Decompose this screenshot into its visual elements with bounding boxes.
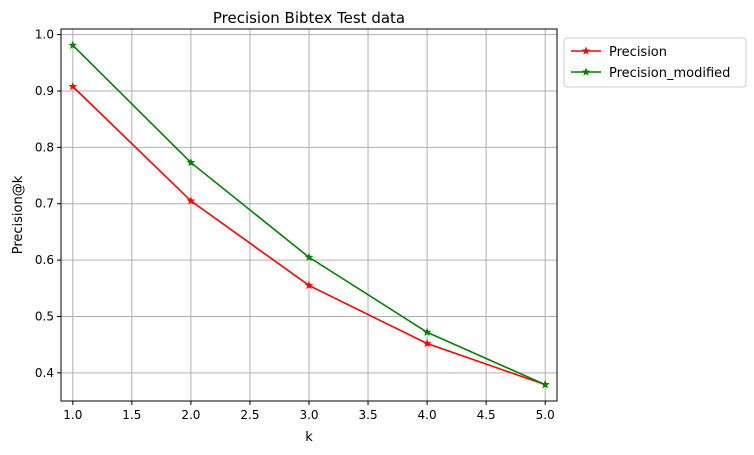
legend: Precision Precision_modified — [563, 37, 747, 88]
x-tick-label: 2.5 — [240, 408, 259, 422]
y-tick-label: 0.6 — [35, 253, 54, 267]
data-point — [540, 380, 550, 389]
y-axis: 0.4 0.5 0.6 0.7 0.8 0.9 1.0 — [35, 28, 61, 380]
x-tick-label: 1.5 — [122, 408, 141, 422]
data-point — [186, 157, 196, 167]
x-tick-label: 3.5 — [359, 408, 378, 422]
data-point — [186, 196, 196, 205]
data-point — [68, 40, 78, 50]
x-tick-label: 4.5 — [477, 408, 496, 422]
legend-box — [563, 37, 747, 88]
data-point — [422, 327, 432, 336]
grid-lines — [61, 29, 557, 401]
y-tick-label: 0.9 — [35, 84, 54, 98]
legend-marker — [581, 67, 591, 76]
y-tick-label: 0.8 — [35, 140, 54, 154]
y-axis-label: Precision@k — [11, 175, 26, 254]
data-point — [304, 252, 314, 261]
x-axis-label: k — [305, 430, 313, 445]
y-tick-label: 0.5 — [35, 309, 54, 323]
data-point — [422, 338, 432, 348]
chart-title: Precision Bibtex Test data — [213, 9, 405, 27]
y-tick-label: 0.4 — [35, 366, 54, 380]
x-tick-label: 1.0 — [63, 408, 82, 422]
y-tick-label: 1.0 — [35, 28, 54, 42]
legend-label: Precision — [609, 45, 667, 60]
x-tick-label: 5.0 — [536, 408, 555, 422]
x-tick-label: 4.0 — [418, 408, 437, 422]
series-layer — [68, 40, 550, 389]
x-tick-label: 2.0 — [181, 408, 200, 422]
x-tick-label: 3.0 — [299, 408, 318, 422]
data-point — [304, 280, 314, 290]
legend-label: Precision_modified — [609, 66, 730, 81]
x-axis: 1.0 1.5 2.0 2.5 3.0 3.5 4.0 4.5 5.0 — [63, 401, 555, 422]
legend-marker — [581, 46, 591, 55]
y-tick-label: 0.7 — [35, 197, 54, 211]
data-point — [68, 81, 78, 91]
